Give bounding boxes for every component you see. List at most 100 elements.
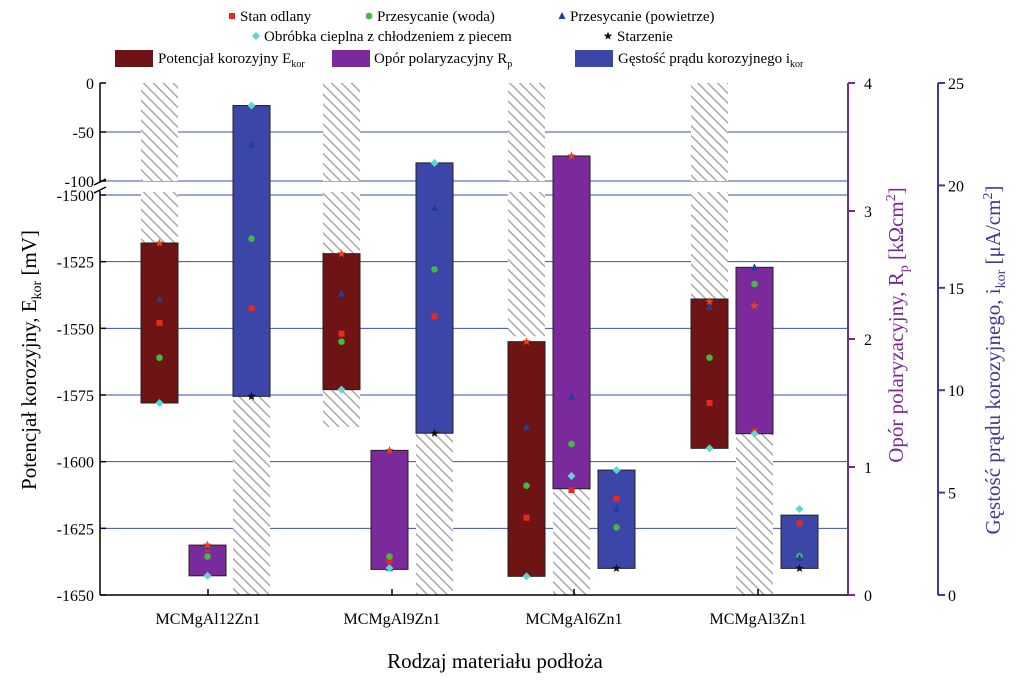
right1-axis-title: Opór polaryzacyjny, Rp [kΩcm2] xyxy=(884,187,912,463)
marker-aged-R-MCMgAl3Zn1 xyxy=(750,301,759,310)
legend: Stan odlany Przesycanie (woda) Przesycanie… xyxy=(115,9,804,70)
left-tick-label: -100 xyxy=(65,174,94,191)
marker-aged-E-MCMgAl12Zn1 xyxy=(155,238,164,247)
marker-furnace-I-MCMgAl9Zn1 xyxy=(430,158,439,167)
legend-bar-I: Gęstość prądu korozyjnego ikor xyxy=(575,50,804,70)
right2-tick-label: 10 xyxy=(948,383,964,400)
marker-water-I-MCMgAl12Zn1 xyxy=(248,235,255,242)
right2-tick-label: 0 xyxy=(948,588,956,605)
legend-label-air: Przesycanie (powietrze) xyxy=(570,9,715,25)
marker-water-I-MCMgAl6Zn1 xyxy=(613,524,620,531)
marker-aged-E-MCMgAl3Zn1 xyxy=(705,297,714,306)
marker-water-R-MCMgAl12Zn1 xyxy=(204,553,211,560)
legend-bar-R: Opór polaryzacyjny Rp xyxy=(332,50,512,70)
marker-water-R-MCMgAl6Zn1 xyxy=(568,440,575,448)
marker-furnace-R-MCMgAl9Zn1 xyxy=(385,564,394,573)
right2-tick-label: 5 xyxy=(948,486,956,503)
legend-marker-air xyxy=(558,12,566,19)
hatch-bar xyxy=(691,83,728,181)
hatch-bar xyxy=(323,83,360,181)
x-axis-title: Rodzaj materiału podłoża xyxy=(387,649,603,673)
marker-air-E-MCMgAl9Zn1 xyxy=(338,289,345,297)
marker-furnace-I-MCMgAl12Zn1 xyxy=(247,101,256,110)
marker-furnace-R-MCMgAl12Zn1 xyxy=(203,571,212,580)
bar-I-MCMgAl6Zn1 xyxy=(597,469,636,569)
axis-break-mark xyxy=(93,186,107,194)
left-tick-label: -1600 xyxy=(57,455,94,472)
left-tick-label: -1650 xyxy=(57,588,94,605)
marker-air-E-MCMgAl12Zn1 xyxy=(156,295,163,302)
left-tick-label: -50 xyxy=(73,125,94,142)
legend-label-E: Potencjał korozyjny Ekor xyxy=(158,51,305,70)
marker-aged-R-MCMgAl12Zn1 xyxy=(203,540,212,549)
marker-cast-I-MCMgAl6Zn1 xyxy=(613,495,620,502)
bar-R-MCMgAl9Zn1 xyxy=(370,449,409,570)
right2-tick-label: 15 xyxy=(948,281,964,298)
bar-I-MCMgAl12Zn1 xyxy=(232,105,271,397)
left-tick-label: -1500 xyxy=(57,188,94,205)
marker-furnace-E-MCMgAl9Zn1 xyxy=(337,385,346,394)
bar-E-MCMgAl3Zn1 xyxy=(690,298,729,449)
left-tick-label: -1550 xyxy=(57,321,94,338)
marker-aged-I-MCMgAl6Zn1 xyxy=(612,563,621,573)
marker-cast-E-MCMgAl6Zn1 xyxy=(523,514,530,521)
legend-swatch-E xyxy=(115,50,153,67)
x-category-label: MCMgAl3Zn1 xyxy=(710,611,807,628)
marker-aged-I-MCMgAl9Zn1 xyxy=(430,428,439,437)
data-points xyxy=(155,101,804,581)
marker-air-R-MCMgAl6Zn1 xyxy=(568,392,575,400)
marker-furnace-R-MCMgAl3Zn1 xyxy=(750,429,759,438)
legend-label-water: Przesycanie (woda) xyxy=(377,9,495,25)
marker-aged-R-MCMgAl6Zn1 xyxy=(567,151,576,160)
left-tick-label: -1525 xyxy=(57,255,94,272)
right1-tick-label: 2 xyxy=(864,332,872,349)
bar-R-MCMgAl3Zn1 xyxy=(735,266,774,435)
marker-water-I-MCMgAl9Zn1 xyxy=(431,266,438,273)
hatch-bar xyxy=(416,433,453,595)
hatch-bar xyxy=(553,488,590,595)
gridlines xyxy=(100,131,848,529)
marker-air-E-MCMgAl3Zn1 xyxy=(706,303,713,310)
x-category-label: MCMgAl9Zn1 xyxy=(344,611,441,628)
hatch-bar xyxy=(508,83,545,181)
marker-furnace-E-MCMgAl3Zn1 xyxy=(705,444,714,453)
legend-label-I: Gęstość prądu korozyjnego ikor xyxy=(618,51,804,70)
legend-bar-E: Potencjał korozyjny Ekor xyxy=(115,50,305,70)
marker-air-I-MCMgAl3Zn1 xyxy=(796,554,803,562)
marker-water-E-MCMgAl9Zn1 xyxy=(338,338,345,345)
marker-air-E-MCMgAl6Zn1 xyxy=(523,423,530,430)
marker-water-E-MCMgAl3Zn1 xyxy=(706,354,713,361)
marker-aged-I-MCMgAl12Zn1 xyxy=(247,391,256,400)
x-category-label: MCMgAl12Zn1 xyxy=(156,611,261,628)
hatch-bar xyxy=(508,192,545,337)
legend-label-R: Opór polaryzacyjny Rp xyxy=(374,51,512,70)
legend-label-aged: Starzenie xyxy=(617,29,673,45)
legend-marker-aged xyxy=(603,31,613,40)
right2-axis-title: Gęstość prądu korozyjnego, ikor [μA/cm2] xyxy=(981,186,1009,535)
legend-marker-water xyxy=(365,12,373,20)
marker-furnace-I-MCMgAl6Zn1 xyxy=(612,466,621,475)
legend-swatch-R xyxy=(332,50,370,67)
right1-tick-label: 3 xyxy=(864,204,872,221)
marker-cast-R-MCMgAl9Zn1 xyxy=(386,557,393,564)
left-tick-label: 0 xyxy=(86,76,94,93)
marker-water-E-MCMgAl12Zn1 xyxy=(156,354,163,361)
marker-aged-I-MCMgAl3Zn1 xyxy=(795,563,804,573)
marker-aged-E-MCMgAl9Zn1 xyxy=(337,249,346,258)
legend-marker-furnace xyxy=(252,32,260,40)
bar-R-MCMgAl6Zn1 xyxy=(552,155,591,490)
right1-tick-label: 4 xyxy=(864,76,872,93)
legend-swatch-I xyxy=(575,50,613,67)
right2-tick-label: 25 xyxy=(948,76,964,93)
left-tick-label: -1625 xyxy=(57,521,94,538)
marker-furnace-E-MCMgAl6Zn1 xyxy=(522,572,531,581)
bar-I-MCMgAl9Zn1 xyxy=(415,162,454,434)
marker-aged-R-MCMgAl9Zn1 xyxy=(385,445,394,454)
marker-water-R-MCMgAl9Zn1 xyxy=(386,553,393,560)
bar-E-MCMgAl6Zn1 xyxy=(507,341,546,577)
right2-tick-label: 20 xyxy=(948,178,964,195)
marker-air-I-MCMgAl12Zn1 xyxy=(248,140,255,148)
marker-water-R-MCMgAl3Zn1 xyxy=(751,280,758,288)
left-axis-title: Potencjał korozyjny, Ekor [mV] xyxy=(17,230,45,490)
legend-label-cast: Stan odlany xyxy=(240,9,312,25)
